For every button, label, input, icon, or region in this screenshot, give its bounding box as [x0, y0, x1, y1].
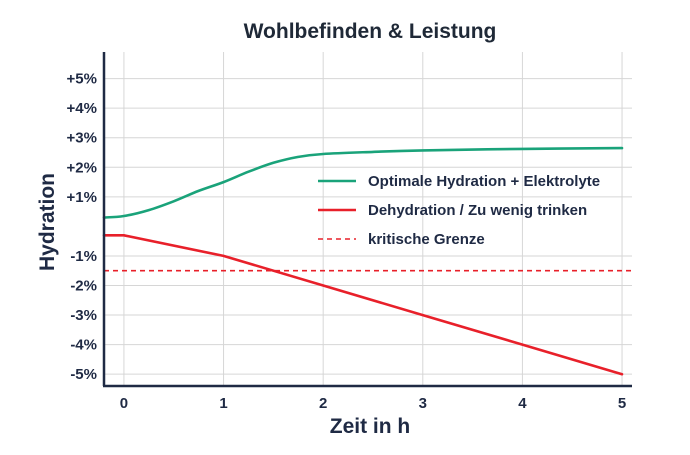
x-tick-label: 2 [319, 395, 327, 412]
y-tick-label: +4% [67, 100, 97, 117]
legend: Optimale Hydration + Elektrolyte Dehydrat… [318, 173, 600, 248]
legend-label-2: Dehydration / Zu wenig trinken [368, 202, 587, 219]
chart-title: Wohlbefinden & Leistung [244, 20, 497, 43]
x-tick-label: 3 [419, 395, 427, 412]
legend-label-3: kritische Grenze [368, 231, 485, 248]
y-tick-label: +2% [67, 159, 97, 176]
legend-label-1: Optimale Hydration + Elektrolyte [368, 173, 600, 190]
y-tick-label: -1% [70, 248, 97, 265]
y-tick-label: +3% [67, 130, 97, 147]
y-tick-label: -5% [70, 366, 97, 383]
tick-layer: 0 1 2 3 4 5 +5% +4% +3% +2% +1% -1% -2% -3% -4% -5% [67, 71, 627, 412]
series-line-1 [102, 146, 624, 219]
x-tick-label: 0 [120, 395, 128, 412]
axes-layer [102, 52, 632, 388]
series-layer [102, 146, 632, 376]
y-tick-label: -4% [70, 337, 97, 354]
y-tick-label: +1% [67, 189, 97, 206]
y-tick-label: +5% [67, 71, 97, 88]
y-tick-label: -3% [70, 307, 97, 324]
y-axis-label: Hydration [36, 173, 59, 271]
grid-layer [104, 52, 632, 386]
x-tick-label: 5 [618, 395, 626, 412]
y-tick-label: -2% [70, 278, 97, 295]
x-tick-label: 1 [219, 395, 227, 412]
x-tick-label: 4 [518, 395, 527, 412]
x-axis-label: Zeit in h [330, 415, 411, 438]
series-line-2 [102, 234, 624, 376]
